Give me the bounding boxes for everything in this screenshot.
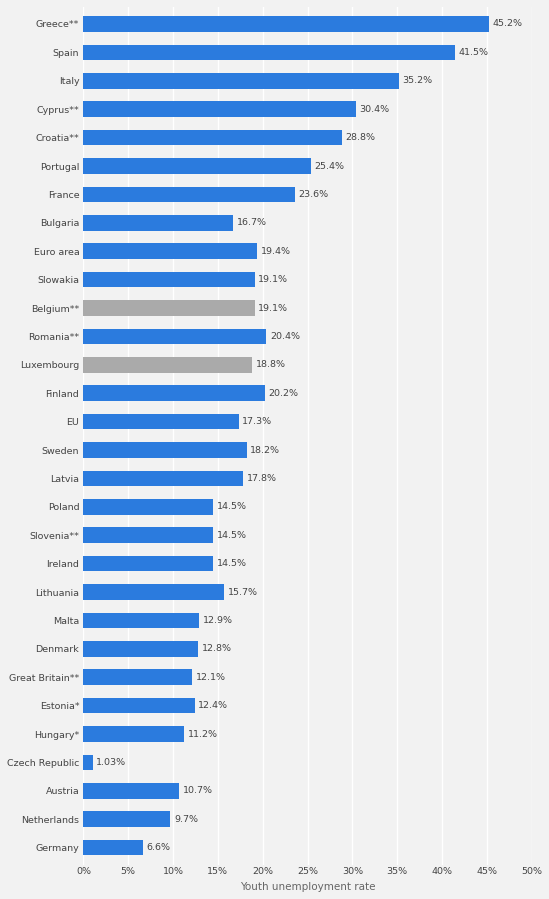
Text: 19.4%: 19.4% bbox=[261, 246, 291, 255]
Text: 20.2%: 20.2% bbox=[268, 388, 298, 397]
Bar bbox=[83, 158, 311, 174]
Text: 23.6%: 23.6% bbox=[299, 190, 329, 199]
Text: 9.7%: 9.7% bbox=[174, 814, 198, 823]
Bar bbox=[83, 812, 170, 827]
Bar bbox=[83, 783, 180, 798]
Bar bbox=[83, 129, 341, 146]
Text: 12.1%: 12.1% bbox=[195, 672, 226, 681]
Bar bbox=[83, 612, 199, 628]
Bar bbox=[83, 244, 257, 259]
Text: 17.8%: 17.8% bbox=[247, 474, 277, 483]
Text: 6.6%: 6.6% bbox=[146, 843, 170, 852]
Text: 18.2%: 18.2% bbox=[250, 446, 280, 455]
Text: 30.4%: 30.4% bbox=[360, 104, 390, 113]
Bar bbox=[83, 584, 224, 600]
Bar bbox=[83, 641, 198, 656]
Text: 1.03%: 1.03% bbox=[96, 758, 126, 767]
Text: 11.2%: 11.2% bbox=[187, 730, 217, 739]
Bar bbox=[83, 726, 184, 742]
Text: 18.8%: 18.8% bbox=[255, 360, 285, 369]
Text: 20.4%: 20.4% bbox=[270, 332, 300, 341]
Text: 14.5%: 14.5% bbox=[217, 530, 247, 539]
Bar bbox=[83, 442, 247, 458]
Bar bbox=[83, 698, 194, 714]
Text: 25.4%: 25.4% bbox=[315, 162, 345, 171]
Bar bbox=[83, 102, 356, 117]
Text: 28.8%: 28.8% bbox=[345, 133, 375, 142]
Bar bbox=[83, 754, 93, 770]
Bar bbox=[83, 670, 192, 685]
Text: 35.2%: 35.2% bbox=[402, 76, 433, 85]
Text: 19.1%: 19.1% bbox=[258, 304, 288, 313]
Bar bbox=[83, 499, 214, 514]
Text: 16.7%: 16.7% bbox=[237, 218, 267, 227]
Bar bbox=[83, 386, 265, 401]
Bar bbox=[83, 45, 455, 60]
Text: 12.8%: 12.8% bbox=[202, 645, 232, 654]
X-axis label: Youth unemployment rate: Youth unemployment rate bbox=[240, 882, 376, 892]
Bar bbox=[83, 16, 489, 31]
Text: 19.1%: 19.1% bbox=[258, 275, 288, 284]
Bar bbox=[83, 528, 214, 543]
Text: 41.5%: 41.5% bbox=[459, 48, 489, 57]
Text: 14.5%: 14.5% bbox=[217, 503, 247, 512]
Bar bbox=[83, 300, 255, 316]
Text: 15.7%: 15.7% bbox=[228, 588, 258, 597]
Text: 12.4%: 12.4% bbox=[198, 701, 228, 710]
Text: 10.7%: 10.7% bbox=[183, 787, 213, 796]
Bar bbox=[83, 414, 238, 430]
Bar bbox=[83, 471, 243, 486]
Bar bbox=[83, 73, 399, 89]
Bar bbox=[83, 329, 266, 344]
Bar bbox=[83, 187, 295, 202]
Text: 14.5%: 14.5% bbox=[217, 559, 247, 568]
Text: 17.3%: 17.3% bbox=[242, 417, 272, 426]
Bar bbox=[83, 357, 252, 373]
Bar bbox=[83, 840, 143, 856]
Text: 45.2%: 45.2% bbox=[492, 20, 522, 29]
Text: 12.9%: 12.9% bbox=[203, 616, 233, 625]
Bar bbox=[83, 215, 233, 231]
Bar bbox=[83, 271, 255, 288]
Bar bbox=[83, 556, 214, 572]
